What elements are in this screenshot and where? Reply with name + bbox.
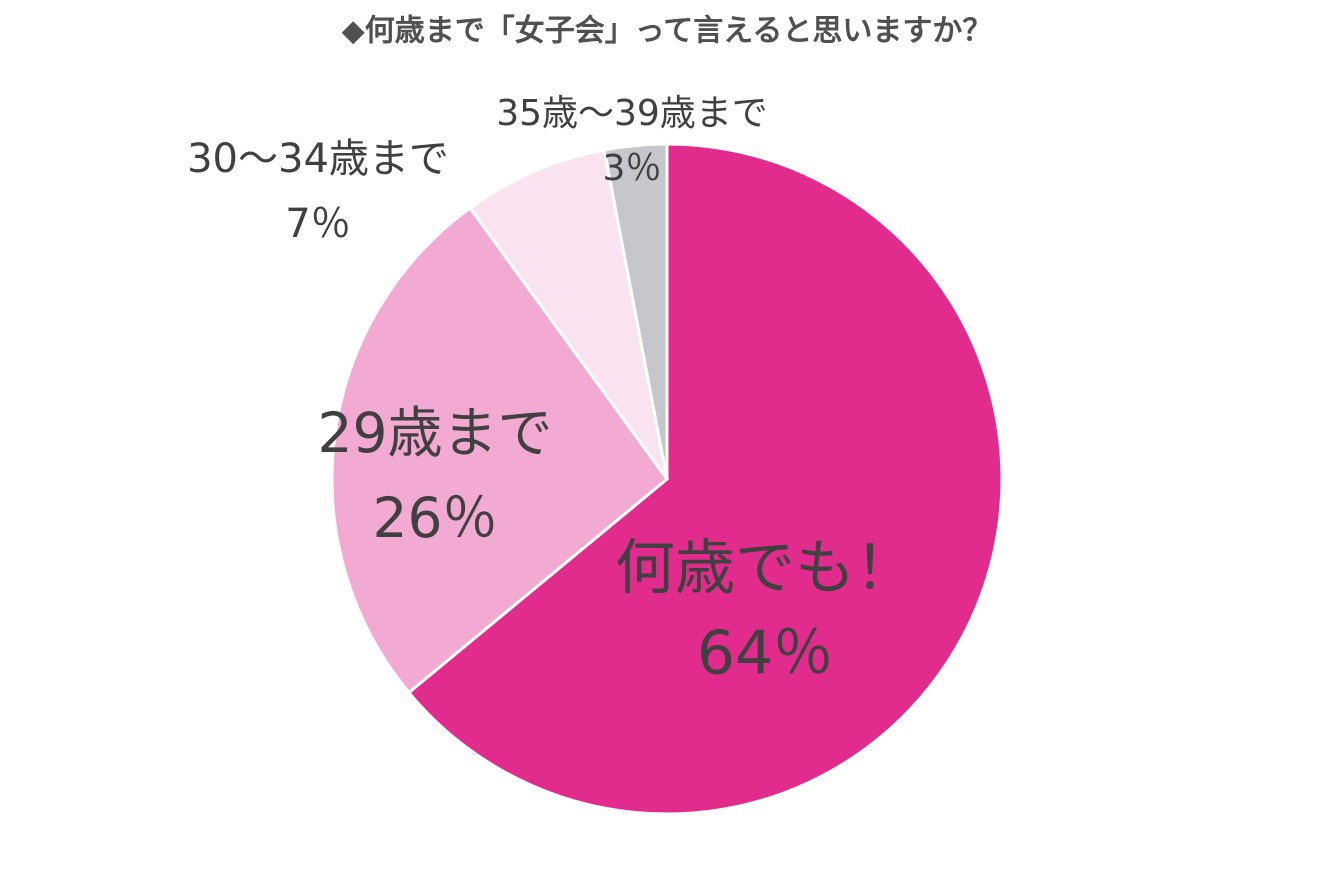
value-label: 3％ bbox=[603, 148, 662, 189]
slice-label: 何歳でも！ bbox=[615, 534, 915, 604]
pie-slice bbox=[406, 142, 1004, 816]
pie-slice bbox=[330, 205, 670, 695]
value-label: 64％ bbox=[697, 619, 833, 689]
pie-slice bbox=[602, 142, 669, 480]
slice-label: 30～34歳まで bbox=[187, 136, 449, 182]
slice-label: 29歳まで bbox=[318, 401, 553, 465]
value-label: 7％ bbox=[285, 201, 350, 247]
slice-label: 35歳～39歳まで bbox=[496, 93, 768, 134]
chart-title: ◆何歳まで「女子会」って言えると思いますか？ bbox=[342, 14, 993, 49]
pie-slice bbox=[467, 148, 669, 480]
value-label: 26％ bbox=[373, 486, 498, 550]
